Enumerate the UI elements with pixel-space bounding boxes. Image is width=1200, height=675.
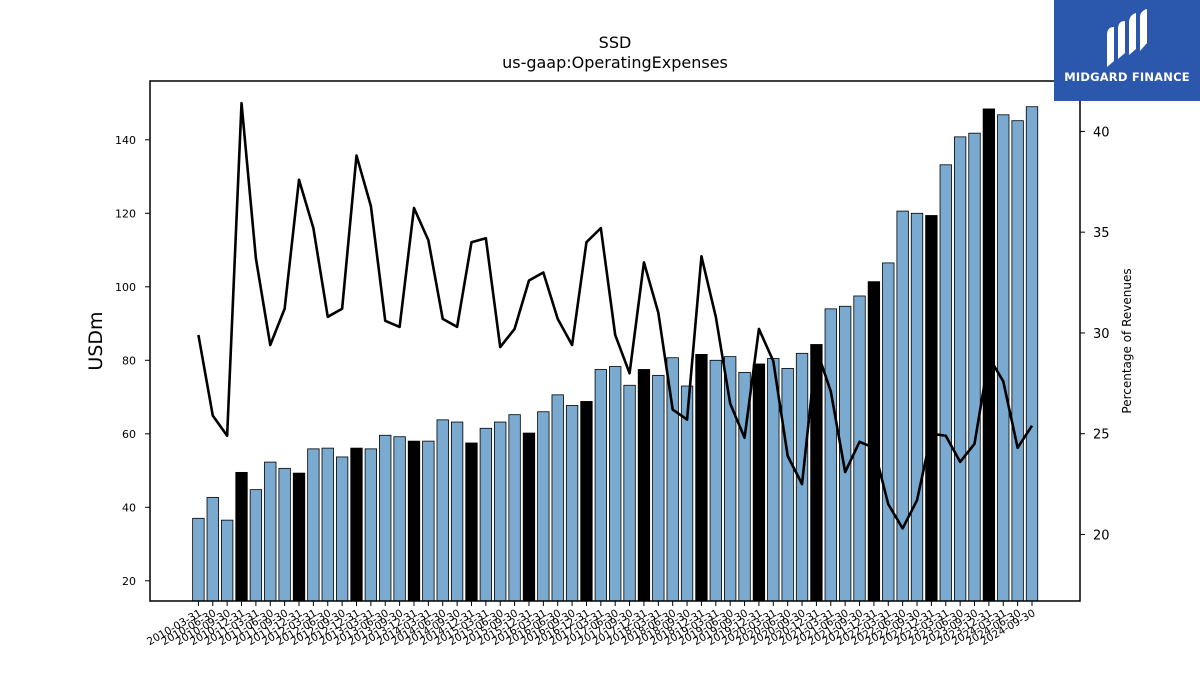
y2-tick-label: 20: [1093, 528, 1110, 543]
y-tick-label: 120: [115, 207, 136, 220]
bar-2016-06-30: [551, 394, 564, 602]
bar-2012-03-31: [307, 448, 320, 602]
bar-2019-06-30: [724, 356, 737, 602]
bar-2022-09-30: [910, 212, 924, 602]
bar-2017-06-30: [609, 366, 622, 602]
bar-2024-03-31: [997, 114, 1010, 602]
bar-2016-09-30: [565, 405, 579, 602]
bar-2022-03-31: [882, 262, 895, 602]
brand-logo: MIDGARD FINANCE: [1054, 0, 1200, 101]
bar-2015-06-30: [494, 421, 507, 602]
bar-2015-09-30: [508, 414, 521, 602]
bar-2023-06-30: [953, 136, 967, 602]
bar-2023-03-31: [939, 164, 952, 602]
y2-tick-label: 30: [1093, 327, 1110, 342]
bar-2015-03-31: [479, 427, 493, 602]
bar-2019-03-31: [709, 359, 722, 602]
bar-2016-12-31: [580, 401, 593, 602]
bar-2014-06-30: [436, 419, 449, 602]
y-tick-label: 80: [122, 354, 136, 367]
brand-name: MIDGARD FINANCE: [1064, 70, 1190, 84]
y2-axis-label: Percentage of Revenues: [1120, 268, 1134, 413]
bar-2017-09-30: [623, 384, 636, 602]
bar-2011-06-30: [264, 461, 277, 602]
bar-2018-06-30: [666, 357, 679, 602]
bar-2022-12-31: [925, 215, 938, 602]
bar-2010-12-31: [235, 471, 248, 602]
bar-2017-03-31: [594, 369, 607, 602]
bar-2018-03-31: [652, 374, 665, 602]
bar-2023-09-30: [968, 132, 981, 602]
bar-2010-06-30: [206, 496, 219, 602]
bar-2021-03-31: [824, 308, 837, 602]
bar-2014-03-31: [422, 440, 435, 602]
bar-2013-03-31: [364, 448, 378, 602]
bar-2023-12-31: [982, 108, 996, 602]
bar-2019-12-31: [752, 363, 766, 602]
y-tick-label: 140: [115, 134, 136, 147]
y-tick-label: 40: [122, 501, 136, 514]
bar-2013-09-30: [393, 436, 406, 602]
chart-title: SSD: [599, 33, 632, 52]
bar-2020-06-30: [781, 367, 794, 602]
chart-subtitle: us-gaap:OperatingExpenses: [502, 53, 728, 72]
y-tick-label: 20: [122, 575, 136, 588]
bar-2013-06-30: [379, 434, 392, 602]
bar-2021-12-31: [867, 281, 881, 602]
bar-2024-06-30: [1011, 120, 1024, 602]
y2-tick-label: 35: [1093, 226, 1110, 241]
bar-2011-03-31: [249, 489, 263, 602]
y2-tick-label: 25: [1093, 428, 1110, 443]
bar-2022-06-30: [896, 210, 909, 602]
bar-2012-06-30: [321, 447, 334, 602]
bar-2011-12-31: [292, 472, 306, 602]
bar-2010-03-31: [192, 517, 205, 602]
bar-2024-09-30: [1025, 106, 1039, 602]
bar-2015-12-31: [522, 432, 536, 602]
bar-2016-03-31: [537, 411, 550, 602]
bar-2013-12-31: [407, 440, 421, 602]
bar-2017-12-31: [637, 369, 651, 602]
midgard-logo-icon: [1107, 9, 1147, 67]
bar-2012-09-30: [335, 456, 349, 602]
y2-tick-label: 40: [1093, 125, 1110, 140]
bar-2010-09-30: [220, 519, 234, 602]
bar-2018-12-31: [695, 354, 708, 602]
bar-2012-12-31: [350, 447, 363, 602]
percentage-of-revenues-line: [197, 101, 1034, 530]
y-axis-label: USDm: [85, 311, 107, 370]
bar-2011-09-30: [278, 467, 291, 602]
y-tick-label: 100: [115, 281, 136, 294]
bar-2014-12-31: [465, 442, 478, 602]
bar-2014-09-30: [450, 421, 464, 602]
y-tick-label: 60: [122, 428, 136, 441]
